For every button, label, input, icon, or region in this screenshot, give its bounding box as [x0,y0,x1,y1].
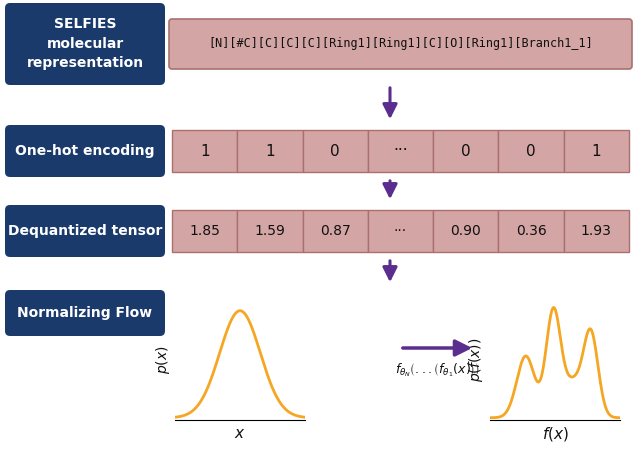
Text: 1: 1 [265,143,275,159]
Bar [499,210,564,252]
Bar [368,130,433,172]
FancyBboxPatch shape [5,125,165,177]
Text: 1: 1 [200,143,209,159]
Bar [237,130,303,172]
Text: 0.90: 0.90 [451,224,481,238]
FancyBboxPatch shape [169,19,632,69]
Bar [564,210,629,252]
Bar [237,210,303,252]
Text: Dequantized tensor: Dequantized tensor [8,224,162,238]
Text: $p(f(x))$: $p(f(x))$ [467,338,485,382]
Text: 0: 0 [330,143,340,159]
Text: One-hot encoding: One-hot encoding [15,144,155,158]
FancyBboxPatch shape [5,205,165,257]
Text: $f(x)$: $f(x)$ [541,425,568,443]
Text: SELFIES
molecular
representation: SELFIES molecular representation [26,17,143,70]
Text: $f_{\theta_N}\left(...\left(f_{\theta_1}(x)\right)\right)$: $f_{\theta_N}\left(...\left(f_{\theta_1}… [395,361,480,379]
Text: 0.87: 0.87 [320,224,351,238]
Text: 0: 0 [461,143,470,159]
Bar [564,130,629,172]
Text: Normalizing Flow: Normalizing Flow [17,306,152,320]
Text: $p(x)$: $p(x)$ [154,345,172,374]
Bar [433,130,499,172]
Text: [N][#C][C][C][C][Ring1][Ring1][C][O][Ring1][Branch1_1]: [N][#C][C][C][C][Ring1][Ring1][C][O][Rin… [208,37,593,51]
Text: 1.85: 1.85 [189,224,220,238]
Bar [368,210,433,252]
Bar [172,130,237,172]
Text: 1.93: 1.93 [581,224,612,238]
Bar [499,130,564,172]
Text: ···: ··· [393,143,408,159]
Bar [303,130,368,172]
Text: 1.59: 1.59 [255,224,285,238]
Bar [433,210,499,252]
Text: $x$: $x$ [234,426,246,441]
FancyBboxPatch shape [5,290,165,336]
Text: 0: 0 [526,143,536,159]
Text: 0.36: 0.36 [516,224,547,238]
Text: ···: ··· [394,224,407,238]
Bar [172,210,237,252]
Bar [303,210,368,252]
FancyBboxPatch shape [5,3,165,85]
Text: 1: 1 [591,143,601,159]
